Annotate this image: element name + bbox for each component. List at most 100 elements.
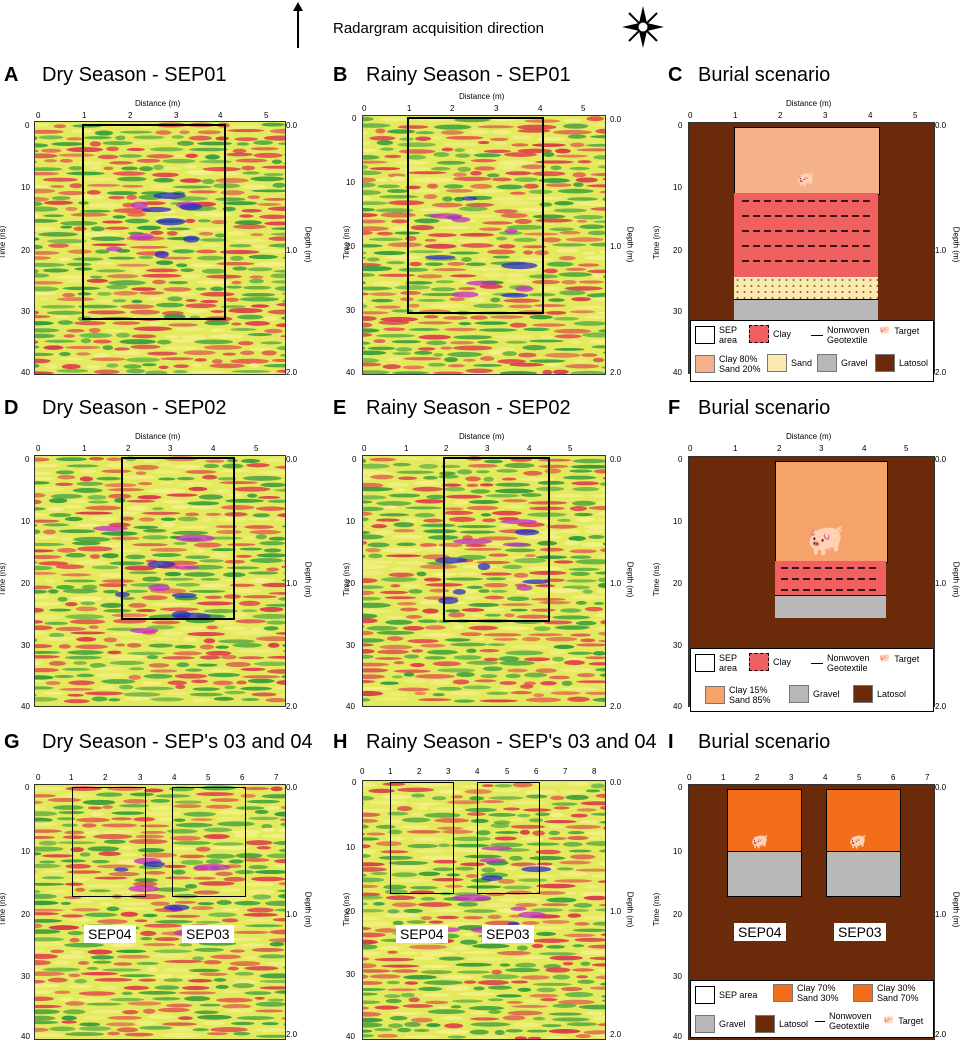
reflection-band	[363, 648, 375, 654]
reflection-band	[539, 686, 555, 692]
reflection-band	[125, 357, 161, 363]
reflection-band	[363, 177, 376, 183]
reflection-band	[197, 130, 222, 135]
reflection-band	[163, 314, 186, 320]
reflection-band	[386, 636, 404, 641]
reflection-band	[548, 836, 567, 841]
reflection-band	[35, 244, 43, 250]
reflection-band	[202, 474, 218, 480]
reflection-band	[275, 323, 285, 328]
reflection-band	[35, 941, 64, 947]
reflection-band	[498, 244, 516, 249]
reflection-band	[413, 480, 441, 486]
reflection-band	[104, 483, 137, 488]
reflection-band	[385, 998, 402, 1004]
reflection-band	[584, 656, 605, 660]
depth-axis-label-g: Depth (m)	[303, 891, 313, 928]
reflection-band	[89, 516, 118, 522]
clay-layer	[775, 561, 886, 595]
reflection-band	[410, 802, 444, 806]
reflection-band	[427, 1009, 466, 1015]
reflection-band	[261, 165, 285, 169]
panel-title-b: Rainy Season - SEP01	[366, 64, 571, 86]
reflection-band	[391, 340, 422, 344]
reflection-band	[66, 147, 104, 153]
reflection-band	[35, 875, 37, 880]
reflection-band	[280, 335, 285, 338]
depth-tick: 0.0	[286, 783, 298, 792]
reflection-band	[580, 820, 598, 824]
reflection-band	[35, 607, 44, 613]
reflection-band	[597, 500, 605, 506]
reflection-band	[369, 974, 401, 979]
reflection-band	[502, 1015, 526, 1021]
reflection-band	[369, 135, 396, 141]
reflection-band	[70, 195, 104, 200]
reflection-band	[106, 191, 138, 196]
reflection-band	[535, 486, 565, 492]
reflection-band	[517, 987, 532, 992]
reflection-band	[184, 308, 208, 314]
reflection-band	[35, 237, 40, 241]
panel-title-g: Dry Season - SEP's 03 and 04	[42, 731, 313, 753]
reflection-band	[162, 577, 194, 581]
reflection-band	[88, 166, 102, 170]
reflection-band	[70, 631, 106, 635]
reflection-band	[583, 895, 605, 901]
reflection-band	[573, 321, 605, 326]
reflection-band	[490, 589, 508, 593]
reflection-band	[125, 554, 146, 560]
reflection-band	[48, 512, 72, 518]
reflection-band	[569, 310, 595, 314]
reflection-band	[66, 870, 102, 874]
reflection-band	[553, 560, 574, 564]
reflection-band	[215, 871, 233, 877]
reflection-band	[363, 662, 390, 667]
reflection-band	[597, 518, 605, 522]
reflection-band	[363, 853, 371, 858]
reflection-band	[396, 542, 417, 547]
depth-axis-label-c: Depth (m)	[951, 226, 961, 263]
reflection-band	[432, 371, 464, 374]
reflection-band	[443, 327, 478, 332]
depth-axis-label-d: Depth (m)	[303, 561, 313, 598]
reflection-band	[369, 457, 397, 462]
reflection-band	[434, 124, 472, 130]
reflection-band	[188, 190, 218, 194]
reflection-band	[121, 184, 144, 188]
reflection-band	[565, 781, 590, 786]
reflection-band	[199, 559, 224, 563]
reflection-band	[426, 183, 439, 189]
anomaly-reflection	[479, 858, 506, 863]
reflection-band	[281, 565, 285, 569]
reflection-band	[71, 908, 101, 912]
reflection-band	[363, 299, 368, 303]
reflection-band	[43, 967, 80, 972]
reflection-band	[261, 1022, 279, 1026]
reflection-band	[580, 638, 596, 643]
y-tick: 0	[25, 121, 30, 130]
reflection-band	[97, 154, 119, 160]
reflection-band	[278, 893, 285, 899]
reflection-band	[459, 572, 478, 576]
reflection-band	[124, 218, 150, 224]
sep-area-box-a	[82, 124, 226, 320]
reflection-band	[577, 160, 592, 164]
reflection-band	[106, 146, 119, 152]
x-tick: 5	[904, 444, 909, 453]
reflection-band	[363, 341, 371, 345]
reflection-band	[363, 292, 370, 296]
reflection-band	[488, 813, 517, 817]
reflection-band	[35, 870, 37, 874]
anomaly-reflection	[156, 217, 186, 226]
reflection-band	[174, 644, 196, 649]
reflection-band	[175, 684, 186, 690]
reflection-band	[191, 906, 214, 911]
reflection-band	[598, 329, 605, 333]
reflection-band	[554, 148, 571, 154]
reflection-band	[574, 937, 605, 942]
reflection-band	[227, 458, 238, 463]
reflection-band	[391, 176, 406, 182]
reflection-band	[43, 214, 65, 218]
reflection-band	[504, 548, 536, 553]
